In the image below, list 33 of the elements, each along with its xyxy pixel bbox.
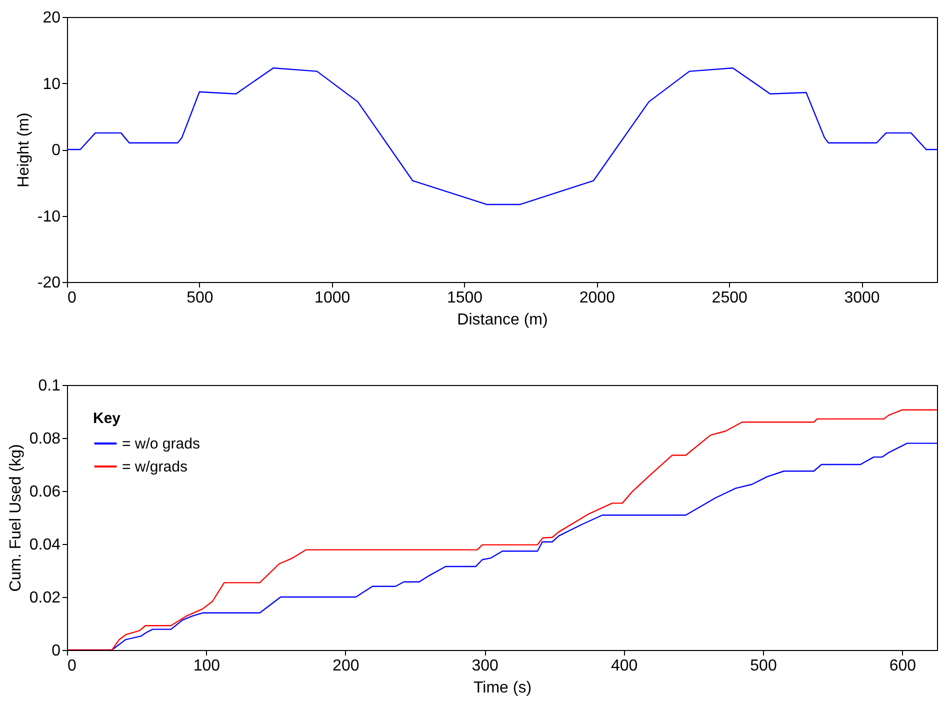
y-tick-label: -10	[37, 208, 61, 226]
y-tick-label: 10	[42, 76, 61, 93]
x-tick-label: 200	[332, 658, 360, 674]
y-tick-label: 0.1	[38, 378, 61, 394]
x-tick-label: 0	[68, 658, 76, 674]
y-axis-title: Height (m)	[15, 112, 32, 188]
x-tick-label: 300	[472, 658, 499, 674]
x-tick-label: 500	[750, 658, 777, 674]
y-tick-label: 0	[52, 142, 61, 159]
x-tick-label: 500	[186, 290, 214, 306]
y-tick-label: 0.02	[29, 590, 61, 606]
y-tick-label: -20	[37, 274, 61, 292]
x-tick-label: 2000	[579, 290, 616, 306]
x-tick-label: 3000	[844, 290, 880, 306]
y-tick-label: 0.04	[29, 536, 61, 554]
y-tick-label: 0	[52, 642, 61, 660]
y-tick-label: 0.08	[29, 430, 61, 448]
y-tick-label: 20	[42, 10, 61, 26]
legend-label: = w/grads	[122, 458, 188, 476]
line-series	[67, 67, 937, 206]
legend-title: Key	[93, 410, 122, 427]
x-tick-label: 2500	[712, 290, 748, 306]
x-tick-label: 400	[610, 658, 638, 674]
x-tick-label: 1500	[446, 290, 483, 306]
x-tick-label: 0	[68, 290, 76, 306]
y-axis-title: Cum. Fuel Used (kg)	[7, 444, 24, 592]
x-axis-title: Time (s)	[473, 680, 532, 696]
x-tick-label: 600	[889, 658, 916, 674]
legend-label: = w/o grads	[122, 436, 200, 452]
x-tick-label: 1000	[314, 290, 350, 306]
x-tick-label: 100	[193, 658, 220, 674]
y-tick-label: 0.06	[29, 484, 61, 500]
x-axis-title: Distance (m)	[457, 312, 548, 328]
